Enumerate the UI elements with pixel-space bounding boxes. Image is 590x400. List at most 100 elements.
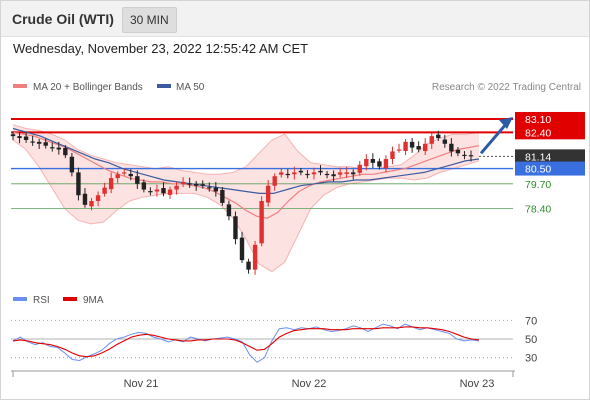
- candle-body: [246, 261, 251, 270]
- bollinger-band-fill: [13, 124, 479, 272]
- rsi-ma9-line: [12, 326, 480, 358]
- bollinger-lower-line: [12, 139, 480, 273]
- candle-body: [305, 173, 310, 176]
- candle-body: [89, 200, 94, 207]
- level-label-support: 78.40: [525, 204, 551, 216]
- candle-body: [108, 178, 114, 190]
- candle-body: [167, 189, 173, 195]
- candle-body: [95, 195, 101, 201]
- candle-body: [135, 176, 140, 184]
- candle-body: [161, 188, 166, 194]
- candle-body: [76, 172, 81, 196]
- candle-body: [63, 147, 68, 156]
- candle-body: [122, 172, 127, 174]
- candle-body: [56, 147, 61, 150]
- candle-body: [279, 172, 284, 175]
- candle-body: [344, 172, 349, 174]
- candle-body: [351, 172, 356, 175]
- candle-body: [370, 159, 376, 163]
- ma9-legend-label: 9MA: [83, 295, 104, 306]
- rsi-legend-swatch: [13, 297, 27, 301]
- candle-body: [154, 189, 160, 192]
- candle-body: [383, 159, 389, 169]
- candle-body: [337, 172, 343, 175]
- rsi-legend-label: RSI: [33, 295, 50, 306]
- level-label-resistance: 83.10: [525, 114, 551, 126]
- time-axis-label: Nov 23: [460, 378, 495, 390]
- candle-body: [272, 176, 277, 186]
- candle-body: [396, 149, 402, 151]
- candle-body: [207, 187, 212, 189]
- time-axis-label: Nov 22: [292, 378, 327, 390]
- forecast-arrow-head: [499, 116, 513, 129]
- candle-body: [357, 164, 362, 173]
- ma50-legend-swatch: [157, 84, 171, 88]
- candle-body: [265, 185, 271, 203]
- candle-body: [416, 146, 421, 150]
- candle-body: [30, 141, 35, 143]
- ma50-line: [12, 127, 480, 194]
- instrument-title: Crude Oil (WTI): [12, 11, 114, 27]
- candle-body: [128, 173, 133, 177]
- candle-body: [10, 134, 16, 137]
- candle-body: [324, 173, 330, 176]
- candle-body: [50, 147, 55, 149]
- candle-body: [364, 159, 369, 167]
- candle-body: [311, 172, 317, 175]
- candle-body: [174, 185, 179, 190]
- candle-body: [429, 136, 434, 144]
- candle-body: [239, 237, 245, 261]
- candle-body: [194, 183, 199, 186]
- timestamp: Wednesday, November 23, 2022 12:55:42 AM…: [13, 41, 309, 56]
- candle-body: [180, 181, 186, 185]
- level-box-last_price: [515, 149, 585, 164]
- candle-body: [141, 182, 147, 190]
- header-bar: Crude Oil (WTI) 30 MIN: [1, 1, 589, 37]
- time-axis-label: Nov 21: [124, 378, 159, 390]
- ma9-legend-swatch: [63, 297, 77, 301]
- candle-body: [409, 141, 415, 148]
- candle-body: [43, 142, 48, 146]
- level-box-resistance: [515, 125, 585, 140]
- candle-body: [455, 149, 461, 154]
- candle-body: [148, 191, 153, 193]
- research-credit: Research © 2022 Trading Central: [432, 82, 581, 93]
- ma20-legend-label: MA 20 + Bollinger Bands: [33, 82, 143, 93]
- rsi-tick-label: 70: [525, 315, 537, 327]
- candle-body: [187, 183, 192, 185]
- candle-body: [220, 189, 225, 203]
- time-axis: Nov 21 Nov 22 Nov 23: [11, 370, 515, 390]
- candle-body: [69, 156, 75, 173]
- candle-body: [468, 155, 474, 157]
- ma50-legend-label: MA 50: [176, 82, 205, 93]
- candle-body: [298, 170, 304, 173]
- candle-body: [449, 143, 454, 152]
- bollinger-bands: [12, 124, 480, 273]
- candle-body: [436, 134, 441, 139]
- candle-body: [462, 154, 467, 157]
- level-box-pivot: [515, 161, 585, 176]
- candle-body: [423, 143, 428, 152]
- candle-body: [318, 170, 323, 173]
- price-levels: [11, 117, 513, 210]
- forecast-arrow-group: [479, 116, 513, 155]
- candle-body: [403, 141, 408, 152]
- interval-button[interactable]: 30 MIN: [122, 7, 177, 33]
- candle-body: [331, 174, 336, 177]
- rsi-tick-label: 30: [525, 353, 537, 365]
- ma20-legend-swatch: [13, 84, 27, 88]
- moving-averages: [12, 127, 480, 219]
- bollinger-upper-line: [12, 124, 480, 175]
- candle-body: [23, 136, 29, 140]
- level-label-last_price: 81.14: [525, 151, 551, 163]
- candle-body: [17, 136, 22, 139]
- candle-body: [82, 193, 88, 205]
- candle-body: [213, 187, 219, 192]
- level-label-resistance: 82.40: [525, 127, 551, 139]
- candle-body: [226, 204, 232, 217]
- candle-body: [115, 174, 120, 179]
- candle-body: [102, 187, 107, 194]
- candle-body: [252, 244, 258, 270]
